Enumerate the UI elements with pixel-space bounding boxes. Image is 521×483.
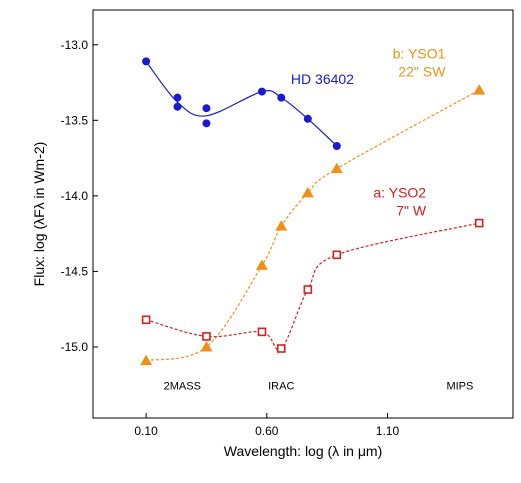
a-yso2-7-w-point [202,332,211,341]
b-yso1-22-sw-point [140,354,153,366]
y-tick-label: -15.0 [61,340,89,354]
y-tick-label: -14.0 [61,189,89,203]
b-yso1-22-sw-point [301,186,314,198]
hd-36402-point [202,119,211,128]
x-tick-label: 1.10 [376,424,400,438]
hd-36402-point [332,142,341,150]
a-yso2-7-w-point [276,344,286,353]
b-yso1-22-sw-label: b: YSO1 22" SW [393,45,446,79]
hd-36402-label: HD 36402 [291,71,354,87]
a-yso2-7-w-label: a: YSO2 7" W [373,184,426,218]
b-yso1-22-sw-point [255,259,268,270]
x-tick-label: 0.10 [134,424,158,438]
band-label-mips: MIPS [446,380,473,392]
b-yso1-22-sw-point [200,340,213,352]
a-yso2-7-w-point [303,285,313,294]
y-axis-ticks: -13.0 -13.5 -14.0 -14.5 -15.0 [61,38,98,354]
y-axis-title: Flux: log (λFλ in Wm-2) [31,142,47,287]
y-tick-label: -14.5 [61,264,89,278]
plot-frame [92,9,514,419]
hd-36402-point [257,87,266,96]
a-yso2-7-w-point [474,218,484,228]
hd-36402-point [303,114,312,123]
series-labels: HD 36402 b: YSO1 22" SW a: YSO2 7" W [291,45,446,218]
a-yso2-7-w-label-line: 7" W [396,202,427,218]
hd-36402-point [277,93,286,102]
a-yso2-7-w-point [141,315,151,325]
series-markers [140,57,486,366]
b-yso1-22-sw-point [473,84,486,95]
a-yso2-7-w-point [332,250,342,260]
band-labels: 2MASS IRAC MIPS [164,380,474,392]
x-tick-label: 0.60 [255,424,279,438]
hd-36402-label-line: HD 36402 [291,71,354,87]
b-yso1-22-sw-label-line: 22" SW [398,63,446,79]
b-yso1-22-sw-point [330,162,343,174]
b-yso1-22-sw-point [275,220,288,231]
band-label-2mass: 2MASS [164,380,201,392]
hd-36402-point [173,102,182,111]
b-yso1-22-sw-label-line: b: YSO1 [393,45,446,61]
band-label-irac: IRAC [268,380,294,392]
y-tick-label: -13.0 [61,38,89,52]
a-yso2-7-w-label-line: a: YSO2 [373,184,426,200]
hd-36402-point [202,104,211,113]
hd-36402-point [142,57,151,66]
y-tick-label: -13.5 [61,113,89,127]
hd-36402-point [173,93,182,102]
a-yso2-7-w-point [257,327,267,337]
x-axis-title: Wavelength: log (λ in μm) [224,443,383,459]
x-axis-ticks: 0.10 0.60 1.10 [134,413,399,438]
